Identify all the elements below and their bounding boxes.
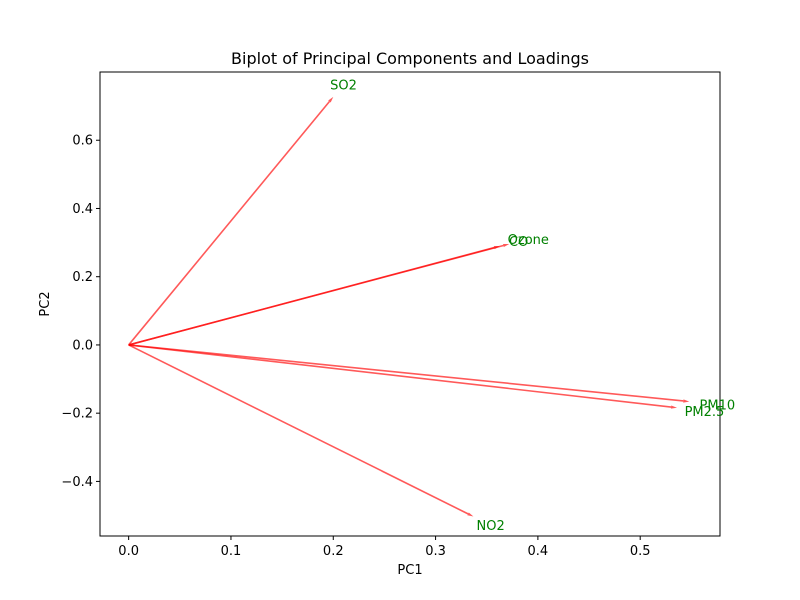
y-axis-label: PC2	[38, 291, 53, 316]
loading-vectors	[128, 96, 690, 517]
loading-vector-pm25	[128, 344, 672, 408]
loading-arrowhead	[683, 399, 690, 403]
loading-vector-pm10	[128, 344, 684, 402]
loading-label: SO2	[330, 79, 357, 94]
x-tick-label: 0.4	[528, 544, 549, 559]
x-tick-label: 0.0	[118, 544, 139, 559]
loading-vector-ozone	[128, 244, 504, 346]
x-tick-label: 0.2	[323, 544, 344, 559]
y-tick-label: 0.6	[72, 134, 93, 149]
loading-arrowhead	[467, 512, 474, 517]
loading-vector-no2	[128, 344, 469, 515]
x-tick-label: 0.3	[425, 544, 446, 559]
loading-label: PM10	[700, 398, 736, 413]
loading-arrowhead	[503, 243, 510, 248]
chart-title: Biplot of Principal Components and Loadi…	[231, 49, 589, 68]
y-tick-label: 0.4	[72, 202, 93, 217]
x-axis-label: PC1	[397, 563, 422, 578]
plot-frame	[99, 71, 721, 537]
y-axis: −0.4 −0.2 0.0 0.2 0.4 0.6	[61, 134, 100, 490]
y-tick-label: −0.2	[61, 407, 93, 422]
loading-label: NO2	[477, 519, 505, 534]
loading-vector-so2	[128, 101, 331, 346]
loading-label: CO	[509, 235, 528, 250]
loading-label: Ozone	[508, 233, 549, 248]
x-tick-label: 0.5	[630, 544, 651, 559]
y-tick-label: 0.0	[72, 338, 93, 353]
x-axis: 0.0 0.1 0.2 0.3 0.4 0.5	[118, 536, 651, 559]
y-tick-label: −0.4	[61, 475, 93, 490]
loading-arrowhead	[328, 96, 334, 103]
loading-label: PM2.5	[685, 405, 725, 420]
loading-arrowhead	[670, 405, 678, 409]
x-tick-label: 0.1	[221, 544, 242, 559]
y-tick-label: 0.2	[72, 270, 93, 285]
